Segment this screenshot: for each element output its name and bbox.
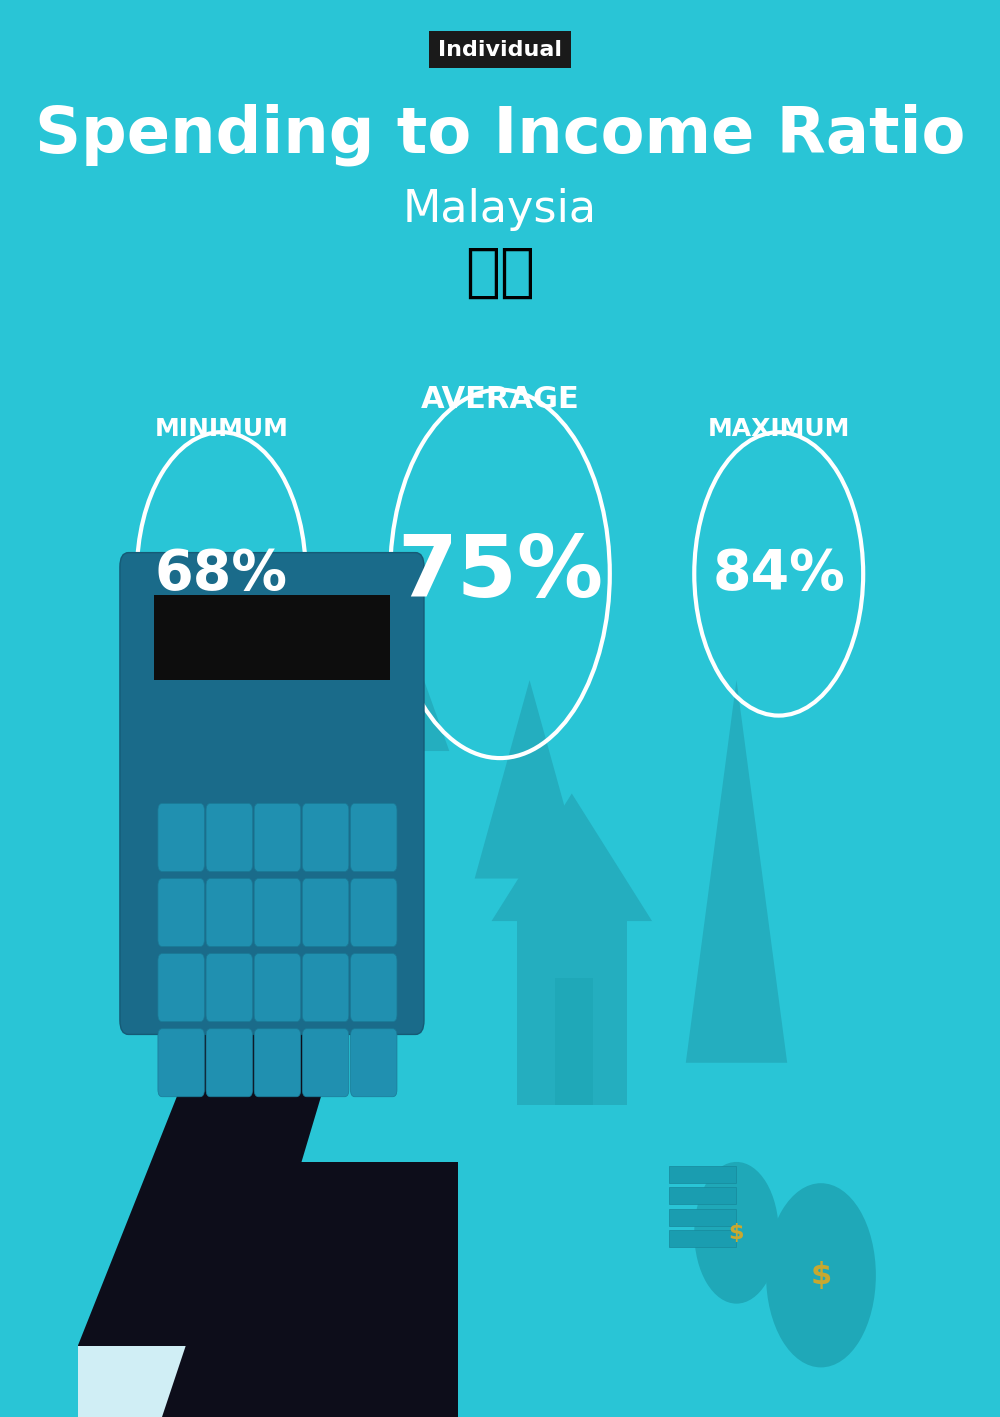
Bar bbox=[669, 1187, 736, 1204]
FancyBboxPatch shape bbox=[351, 803, 397, 871]
FancyBboxPatch shape bbox=[158, 1029, 204, 1097]
Bar bbox=[669, 1230, 736, 1247]
FancyBboxPatch shape bbox=[206, 879, 253, 947]
FancyBboxPatch shape bbox=[302, 803, 349, 871]
FancyBboxPatch shape bbox=[158, 879, 204, 947]
Polygon shape bbox=[78, 921, 373, 1346]
Text: $: $ bbox=[729, 1223, 744, 1243]
Circle shape bbox=[694, 1162, 779, 1304]
Bar bbox=[669, 1209, 736, 1226]
Text: 84%: 84% bbox=[712, 547, 845, 601]
FancyBboxPatch shape bbox=[254, 954, 301, 1022]
FancyBboxPatch shape bbox=[206, 1029, 253, 1097]
Polygon shape bbox=[686, 680, 787, 1063]
FancyBboxPatch shape bbox=[254, 879, 301, 947]
FancyBboxPatch shape bbox=[302, 1029, 349, 1097]
FancyBboxPatch shape bbox=[158, 803, 204, 871]
Text: 75%: 75% bbox=[397, 533, 603, 615]
Polygon shape bbox=[162, 1162, 458, 1417]
Circle shape bbox=[766, 1183, 876, 1367]
Text: Malaysia: Malaysia bbox=[403, 188, 597, 231]
Text: MAXIMUM: MAXIMUM bbox=[708, 418, 850, 441]
FancyBboxPatch shape bbox=[158, 954, 204, 1022]
FancyBboxPatch shape bbox=[206, 803, 253, 871]
Text: Individual: Individual bbox=[438, 40, 562, 60]
Text: 68%: 68% bbox=[155, 547, 288, 601]
Text: $: $ bbox=[810, 1261, 832, 1289]
Bar bbox=[154, 595, 390, 680]
Text: AVERAGE: AVERAGE bbox=[421, 385, 579, 414]
Polygon shape bbox=[399, 680, 449, 751]
FancyBboxPatch shape bbox=[120, 553, 424, 1034]
Polygon shape bbox=[78, 1346, 204, 1417]
Polygon shape bbox=[492, 794, 652, 921]
FancyBboxPatch shape bbox=[302, 879, 349, 947]
FancyBboxPatch shape bbox=[351, 879, 397, 947]
FancyBboxPatch shape bbox=[351, 1029, 397, 1097]
Text: Spending to Income Ratio: Spending to Income Ratio bbox=[35, 103, 965, 166]
Polygon shape bbox=[555, 978, 593, 1105]
FancyBboxPatch shape bbox=[254, 1029, 301, 1097]
FancyBboxPatch shape bbox=[302, 954, 349, 1022]
Text: MINIMUM: MINIMUM bbox=[154, 418, 288, 441]
FancyBboxPatch shape bbox=[254, 803, 301, 871]
FancyBboxPatch shape bbox=[351, 954, 397, 1022]
Polygon shape bbox=[475, 680, 584, 879]
Text: 🇲🇾: 🇲🇾 bbox=[465, 244, 535, 300]
Bar bbox=[669, 1166, 736, 1183]
FancyBboxPatch shape bbox=[206, 954, 253, 1022]
Polygon shape bbox=[517, 921, 627, 1105]
